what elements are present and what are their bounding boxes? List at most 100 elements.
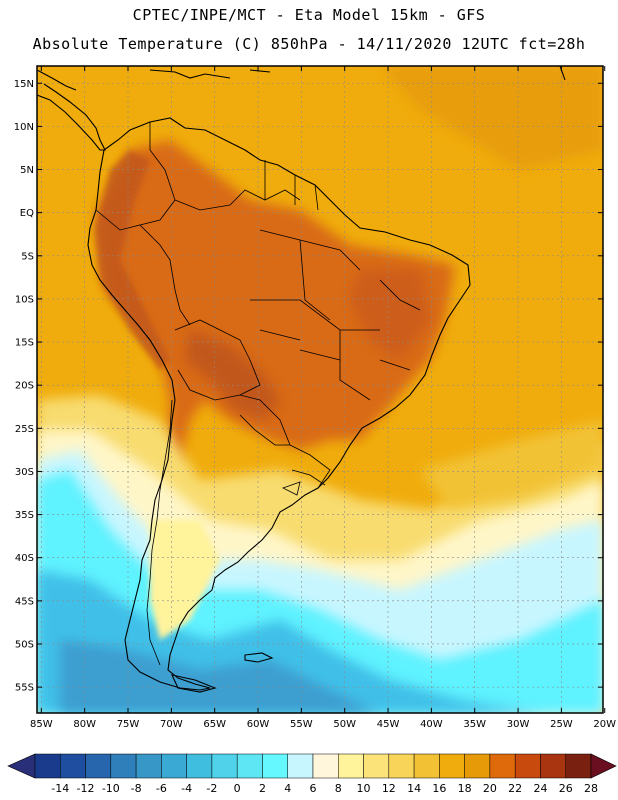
- lat-label: 40S: [15, 553, 34, 564]
- lat-label: 45S: [15, 596, 34, 607]
- border-guianas: [264, 160, 319, 211]
- south-america-coast: [87, 117, 471, 691]
- lon-label: 45W: [377, 719, 400, 730]
- colorbar: [7, 753, 617, 779]
- lat-label: 50S: [15, 639, 34, 650]
- yucatan-coast: [37, 69, 77, 91]
- coastlines: [37, 66, 566, 693]
- colorbar-swatch: [236, 753, 263, 779]
- brazil-states: [250, 229, 421, 401]
- colorbar-label: -14: [51, 782, 69, 795]
- lon-label: 50W: [333, 719, 356, 730]
- lon-label: 75W: [117, 719, 140, 730]
- lon-label: 25W: [550, 719, 573, 730]
- chart-subtitle: Absolute Temperature (C) 850hPa - 14/11/…: [32, 35, 586, 53]
- coastal-lakes: [281, 481, 301, 496]
- lat-label: 15N: [14, 79, 34, 90]
- central-america-coast: [37, 83, 106, 151]
- colorbar-swatch: [363, 753, 390, 779]
- colorbar-swatch: [540, 753, 566, 779]
- caribbean-islands: [149, 66, 566, 81]
- colorbar-label: 14: [407, 782, 421, 795]
- lon-label: 30W: [507, 719, 530, 730]
- colorbar-swatch: [110, 753, 137, 779]
- colorbar-swatch: [413, 753, 440, 779]
- colorbar-left-arrow: [7, 753, 36, 779]
- colorbar-swatch: [439, 753, 465, 779]
- colorbar-label: -2: [206, 782, 217, 795]
- hot-land-region: [95, 140, 455, 480]
- colorbar-swatch: [514, 753, 541, 779]
- colorbar-label: 16: [432, 782, 446, 795]
- chart-title: CPTEC/INPE/MCT - Eta Model 15km - GFS: [132, 6, 486, 24]
- colorbar-label: 26: [559, 782, 573, 795]
- border-uruguay: [291, 469, 326, 486]
- longitude-labels: 85W 80W 75W 70W 65W 60W 55W 50W 45W 40W 35W 30W 25W 2…: [30, 719, 616, 730]
- colorbar-swatch: [85, 753, 112, 779]
- lat-label: 20S: [15, 381, 34, 392]
- map-field: [37, 66, 603, 713]
- colorbar-label: -6: [156, 782, 167, 795]
- lat-label: 30S: [15, 467, 34, 478]
- lat-label: EQ: [20, 208, 34, 219]
- border-bolivia: [174, 319, 261, 401]
- colorbar-label: 10: [357, 782, 371, 795]
- colorbar-label: 0: [234, 782, 241, 795]
- colorbar-swatch: [464, 753, 491, 779]
- colorbar-label: 8: [335, 782, 342, 795]
- lat-lon-grid: [37, 66, 603, 713]
- colorbar-swatch: [338, 753, 364, 779]
- lon-label: 35W: [463, 719, 486, 730]
- map-frame: [36, 65, 604, 714]
- colorbar-label: -12: [77, 782, 95, 795]
- colorbar-label: -8: [131, 782, 142, 795]
- colorbar-label: 2: [259, 782, 266, 795]
- falkland-islands: [244, 652, 274, 663]
- colorbar-label: 24: [533, 782, 547, 795]
- latitude-labels: 15N 10N 5N EQ 5S 10S 15S 20S 25S 30S 35S 40S 45S 50S 5…: [14, 79, 34, 694]
- lat-label: 10S: [15, 294, 34, 305]
- border-venezuela-colombia: [139, 122, 176, 226]
- colorbar-labels: -14 -12 -10 -8 -6 -4 -2 0 2 4 6 8 10 12 14 16 18 20 22 24 26…: [51, 782, 598, 795]
- lat-label: 55S: [15, 683, 34, 694]
- atlantic-warm-tongue: [420, 420, 603, 510]
- colorbar-swatch: [186, 753, 213, 779]
- colorbar-label: 22: [508, 782, 522, 795]
- lat-label: 35S: [15, 510, 34, 521]
- colorbar-swatch: [312, 753, 339, 779]
- tierra-del-fuego: [171, 674, 217, 693]
- colorbar-swatch: [161, 753, 187, 779]
- hotter-land-core: [185, 330, 280, 420]
- lat-label: 5S: [21, 251, 34, 262]
- colorbar-right-arrow: [590, 753, 617, 779]
- hot-northeast-core: [350, 270, 430, 360]
- border-colombia-peru: [95, 209, 171, 261]
- warm-ocean-patch: [380, 66, 603, 170]
- colorbar-label: -4: [181, 782, 192, 795]
- colorbar-label: 12: [382, 782, 396, 795]
- colorbar-swatch: [489, 753, 516, 779]
- colorbar-swatch: [262, 753, 288, 779]
- colorbar-swatch: [34, 753, 61, 779]
- lon-label: 55W: [290, 719, 313, 730]
- border-peru-brazil: [169, 259, 191, 326]
- lon-label: 20W: [593, 719, 616, 730]
- colorbar-label: -10: [102, 782, 120, 795]
- andes-hot-band: [95, 150, 170, 370]
- country-borders: [95, 122, 421, 666]
- warm-patagonia-patch: [150, 520, 220, 640]
- colorbar-label: 28: [584, 782, 598, 795]
- axis-ticks: [37, 66, 606, 713]
- colorbar-swatch: [211, 753, 238, 779]
- colorbar-label: 6: [310, 782, 317, 795]
- colorbar-swatch: [565, 753, 592, 779]
- border-venezuela-brazil: [174, 189, 301, 211]
- blue-deep-band: [60, 640, 380, 713]
- border-chile-argentina: [146, 399, 173, 666]
- lat-label: 25S: [15, 424, 34, 435]
- lon-label: 65W: [203, 719, 226, 730]
- colorbar-swatch: [388, 753, 415, 779]
- lon-label: 85W: [30, 719, 53, 730]
- lon-label: 70W: [160, 719, 183, 730]
